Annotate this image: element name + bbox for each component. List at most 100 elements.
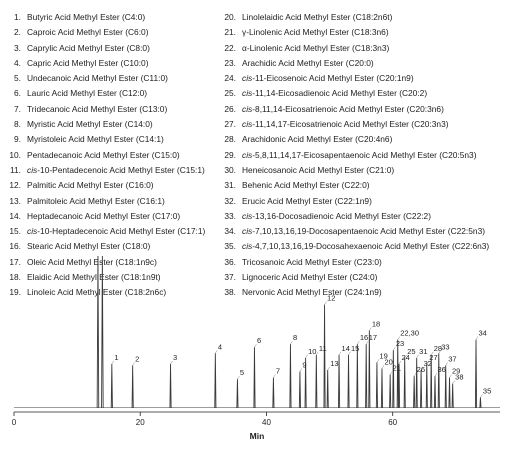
legend-item-text: α-Linolenic Acid Methyl Ester (C18:3n3) (242, 42, 390, 53)
legend-item: 20. Linolelaidic Acid Methyl Ester (C18:2… (220, 10, 510, 25)
peak (236, 379, 239, 409)
legend-item-name: cis-7,10,13,16,19-Docosapentaenoic Acid … (242, 224, 485, 239)
legend-item-name: cis-11,14,17-Eicosatrienoic Acid Methyl … (242, 117, 449, 132)
legend-item-name: Nervonic Acid Methyl Ester (C24:1n9) (242, 285, 382, 300)
peak-label: 14 (342, 344, 350, 353)
legend-item-name: cis-8,11,14-Eicosatrienoic Acid Methyl E… (242, 102, 444, 117)
peak (368, 330, 371, 409)
legend-item-text: -7,10,13,16,19-Docosapentaenoic Acid Met… (252, 226, 486, 237)
legend-item-text: γ-Linolenic Acid Methyl Ester (C18:3n6) (242, 27, 389, 38)
legend-item-name: γ-Linolenic Acid Methyl Ester (C18:3n6) (242, 25, 389, 40)
legend-item-text: Arachidic Acid Methyl Ester (C20:0) (242, 57, 374, 68)
x-tick-label: 60 (388, 418, 397, 427)
legend-item-prefix: cis (242, 73, 253, 84)
legend-item-text: -5,8,11,14,17-Eicosapentaenoic Acid Meth… (252, 149, 477, 160)
legend-item: 26. cis-8,11,14-Eicosatrienoic Acid Methy… (220, 102, 510, 117)
peak-leader-line (381, 365, 385, 369)
legend-item-name: Linolelaidic Acid Methyl Ester (C18:2n6t… (242, 10, 392, 25)
legend-item: 22. α-Linolenic Acid Methyl Ester (C18:3n… (220, 41, 510, 56)
x-tick-label: 0 (12, 418, 17, 427)
legend-item-name: Myristic Acid Methyl Ester (C14:0) (27, 117, 153, 132)
legend-item-prefix: cis (27, 226, 38, 237)
legend-item-prefix: cis (242, 149, 253, 160)
legend-item: 19. Linoleic Acid Methyl Ester (C18:2n6c) (5, 285, 210, 300)
legend-item-text: -8,11,14-Eicosatrienoic Acid Methyl Este… (252, 103, 444, 114)
peak (380, 368, 384, 409)
legend-item: 12. Palmitic Acid Methyl Ester (C16:0) (5, 178, 210, 193)
legend-item-number: 33. (224, 210, 236, 221)
legend-item-text: Nervonic Acid Methyl Ester (C24:1n9) (242, 287, 382, 298)
x-tick-label: 20 (136, 418, 145, 427)
legend-item-number: 13. (9, 195, 21, 206)
legend-item: 33. cis-13,16-Docosadienoic Acid Methyl E… (220, 209, 510, 224)
peak-leader-line (475, 336, 479, 340)
legend-item-text: -4,7,10,13,16,19-Docosahexaenoic Acid Me… (252, 241, 490, 252)
legend-item: 25. cis-11,14-Eicosadienoic Acid Methyl E… (220, 86, 510, 101)
legend-item-number: 18. (9, 272, 21, 283)
legend-item-name: cis-10-Heptadecenoic Acid Methyl Ester (… (27, 224, 205, 239)
peak-label: 33 (441, 342, 449, 351)
legend-item: 30. Heneicosanoic Acid Methyl Ester (C21:… (220, 163, 510, 178)
legend-item-name: Palmitic Acid Methyl Ester (C16:0) (27, 178, 154, 193)
peak (169, 363, 172, 409)
peak (323, 304, 326, 409)
legend-item: 8. Myristic Acid Methyl Ester (C14:0) (5, 117, 210, 132)
legend-item: 27. cis-11,14,17-Eicosatrienoic Acid Meth… (220, 117, 510, 132)
peak-leader-line (338, 351, 342, 355)
peak (397, 363, 401, 409)
legend-item-text: Caprylic Acid Methyl Ester (C8:0) (27, 42, 150, 53)
peak-leader-line (254, 344, 257, 348)
legend-item-number: 25. (224, 88, 236, 99)
legend-item-text: Linoleic Acid Methyl Ester (C18:2n6c) (27, 287, 167, 298)
peak-leader-line (404, 354, 407, 358)
legend-item-text: Myristic Acid Methyl Ester (C14:0) (27, 119, 153, 130)
peak-leader-line (434, 372, 438, 377)
legend-item-number: 11. (9, 164, 21, 175)
legend-item-text: -13,16-Docosadienoic Acid Methyl Ester (… (252, 210, 431, 221)
peak-label: 20 (384, 357, 392, 366)
peak-leader-line (416, 354, 419, 358)
legend-item-text: Lignoceric Acid Methyl Ester (C24:0) (242, 272, 378, 283)
solvent-peak (96, 255, 100, 409)
legend-item-text: -10-Heptadecenoic Acid Methyl Ester (C17… (37, 226, 206, 237)
peak (420, 369, 423, 409)
legend-item-number: 7. (14, 103, 21, 114)
legend-item-name: Pentadecanoic Acid Methyl Ester (C15:0) (27, 148, 180, 163)
legend-item-number: 10. (9, 149, 21, 160)
peak (110, 363, 113, 409)
peak (403, 357, 406, 409)
peak (437, 353, 440, 409)
legend-item: 28. Arachidonic Acid Methyl Ester (C20:4n… (220, 132, 510, 147)
peak-label: 36 (437, 365, 445, 374)
peak (392, 350, 395, 409)
peak (326, 369, 329, 409)
legend-item-number: 26. (224, 103, 236, 114)
peak-label: 35 (483, 386, 491, 395)
peak-leader-line (324, 301, 327, 305)
peak-label: 7 (276, 367, 280, 376)
peak-leader-line (369, 327, 372, 331)
legend-item-text: Stearic Acid Methyl Ester (C18:0) (27, 241, 151, 252)
peak-leader-line (273, 374, 276, 378)
solvent-peak (101, 255, 104, 409)
legend-item-number: 9. (14, 134, 21, 145)
peak (272, 377, 275, 409)
legend-item: 10. Pentadecanoic Acid Methyl Ester (C15:… (5, 148, 210, 163)
peak-label: 21 (393, 364, 401, 373)
peak (131, 365, 134, 409)
legend-item: 29. cis-5,8,11,14,17-Eicosapentaenoic Aci… (220, 148, 510, 163)
legend-item-text: -11-Eicosenoic Acid Methyl Ester (C20:1n… (252, 73, 414, 84)
peak-label: 24 (402, 353, 410, 362)
legend-item-prefix: cis (242, 210, 253, 221)
legend-item-number: 23. (224, 57, 236, 68)
peak-leader-line (445, 362, 448, 366)
legend-item-prefix: cis (242, 241, 253, 252)
legend-item: 18. Elaidic Acid Methyl Ester (C18:1n9t) (5, 270, 210, 285)
legend-item-name: Butyric Acid Methyl Ester (C4:0) (27, 10, 145, 25)
legend-item-text: Pentadecanoic Acid Methyl Ester (C15:0) (27, 149, 180, 160)
legend-item-text: Caproic Acid Methyl Ester (C6:0) (27, 27, 149, 38)
peak (413, 376, 416, 409)
legend-item: 23. Arachidic Acid Methyl Ester (C20:0) (220, 56, 510, 71)
